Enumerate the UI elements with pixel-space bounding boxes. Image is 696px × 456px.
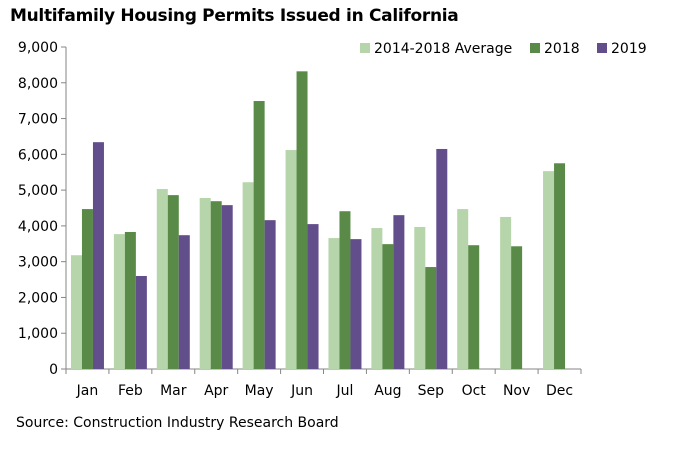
bar-2014-2018-average-jun (285, 150, 297, 369)
legend-swatch (597, 43, 607, 53)
legend-swatch (530, 43, 540, 53)
x-tick-label: Jul (336, 383, 354, 399)
y-tick-label: 8,000 (18, 76, 58, 92)
x-tick-label: Jan (76, 383, 99, 399)
bar-2014-2018-average-dec (543, 171, 555, 369)
bar-2019-jan (92, 142, 104, 369)
x-tick-label: Sep (418, 383, 445, 399)
bar-2018-aug (382, 244, 394, 369)
x-tick-label: Oct (462, 383, 487, 399)
bar-2018-may (253, 101, 265, 369)
bar-2014-2018-average-aug (371, 228, 383, 369)
bar-2014-2018-average-sep (414, 226, 426, 369)
bar-2019-sep (436, 148, 448, 369)
bar-2019-aug (393, 215, 405, 369)
bar-2018-apr (210, 201, 222, 369)
bar-2018-sep (425, 267, 437, 369)
x-tick-label: Mar (160, 383, 187, 399)
bar-2018-feb (124, 231, 136, 369)
bar-2018-nov (511, 246, 523, 369)
y-tick-label: 0 (49, 362, 58, 378)
bar-2018-jun (296, 71, 308, 369)
bar-2014-2018-average-apr (199, 197, 211, 369)
y-tick-label: 7,000 (18, 112, 58, 128)
x-tick-label: Apr (204, 383, 228, 399)
y-tick-label: 1,000 (18, 326, 58, 342)
x-tick-label: Dec (546, 383, 573, 399)
legend-swatch (360, 43, 370, 53)
bar-2019-may (264, 220, 276, 369)
y-tick-label: 6,000 (18, 147, 58, 163)
x-tick-label: May (245, 383, 274, 399)
bar-2014-2018-average-feb (113, 234, 125, 369)
bar-2014-2018-average-jul (328, 238, 340, 369)
x-tick-label: Jun (290, 383, 313, 399)
y-tick-label: 4,000 (18, 219, 58, 235)
bar-2014-2018-average-mar (156, 189, 168, 369)
bar-2019-apr (221, 205, 233, 369)
chart-title: Multifamily Housing Permits Issued in Ca… (10, 6, 459, 26)
legend-label: 2019 (611, 41, 647, 57)
x-tick-label: Feb (118, 383, 143, 399)
bar-2018-oct (468, 245, 480, 369)
y-tick-label: 9,000 (18, 40, 58, 56)
bar-2018-jul (339, 211, 351, 369)
y-tick-label: 5,000 (18, 183, 58, 199)
x-tick-label: Aug (374, 383, 401, 399)
bar-2019-jun (307, 224, 319, 369)
x-tick-label: Nov (503, 383, 530, 399)
bar-2014-2018-average-may (242, 182, 254, 369)
bar-2019-feb (135, 275, 147, 369)
legend-label: 2018 (544, 41, 580, 57)
y-tick-label: 2,000 (18, 290, 58, 306)
legend-label: 2014-2018 Average (374, 41, 512, 57)
bar-2018-mar (167, 195, 179, 369)
bar-2018-jan (81, 209, 93, 369)
bar-2018-dec (554, 163, 566, 369)
bar-2014-2018-average-jan (70, 255, 82, 369)
bar-2019-jul (350, 239, 362, 369)
bar-2014-2018-average-nov (500, 216, 512, 369)
bar-2019-mar (178, 235, 190, 369)
source-note: Source: Construction Industry Research B… (16, 415, 339, 431)
y-tick-label: 3,000 (18, 255, 58, 271)
bar-2014-2018-average-oct (457, 209, 469, 369)
